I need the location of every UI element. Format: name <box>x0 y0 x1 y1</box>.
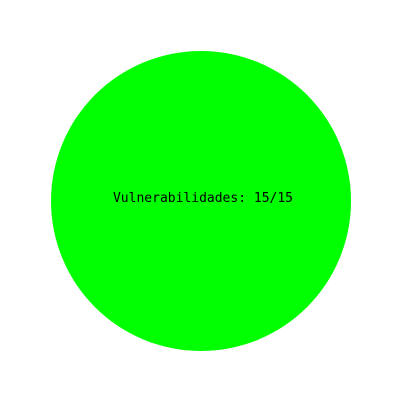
status-indicator-circle <box>51 51 351 351</box>
vulnerabilities-count-label: Vulnerabilidades: 15/15 <box>112 191 293 206</box>
